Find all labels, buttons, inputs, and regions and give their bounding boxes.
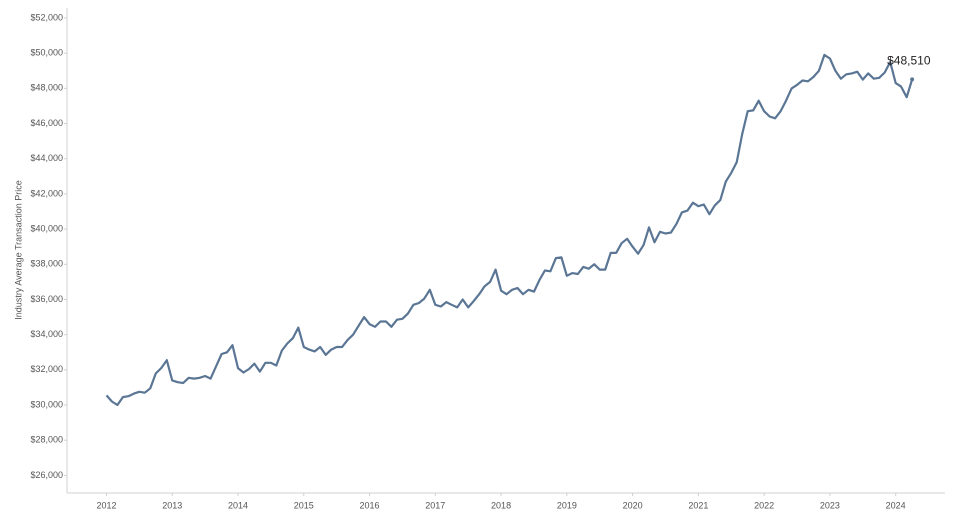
y-tick-label: $34,000 [30, 329, 63, 339]
x-tick-label: 2016 [360, 500, 380, 510]
y-tick-label: $50,000 [30, 48, 63, 58]
x-tick-label: 2022 [754, 500, 774, 510]
y-tick-label: $30,000 [30, 399, 63, 409]
x-tick-label: 2021 [688, 500, 708, 510]
y-tick-label: $48,000 [30, 83, 63, 93]
end-point [910, 77, 915, 82]
y-tick-label: $52,000 [30, 12, 63, 22]
y-tick-label: $38,000 [30, 259, 63, 269]
y-tick-label: $40,000 [30, 223, 63, 233]
x-tick-label: 2024 [886, 500, 906, 510]
y-tick-label: $42,000 [30, 188, 63, 198]
line [105, 53, 914, 407]
y-tick-label: $32,000 [30, 364, 63, 374]
x-tick-label: 2013 [162, 500, 182, 510]
y-tick-label: $44,000 [30, 153, 63, 163]
x-tick-label: 2012 [96, 500, 116, 510]
y-tick-label: $36,000 [30, 294, 63, 304]
x-tick-label: 2020 [623, 500, 643, 510]
x-tick-label: 2015 [294, 500, 314, 510]
x-tick-label: 2019 [557, 500, 577, 510]
x-tick-label: 2018 [491, 500, 511, 510]
y-tick-label: $28,000 [30, 435, 63, 445]
x-tick-label: 2023 [820, 500, 840, 510]
y-tick-label: $46,000 [30, 118, 63, 128]
y-tick-label: $26,000 [30, 470, 63, 480]
end-label: $48,510 [887, 54, 931, 68]
y-axis-title: Industry Average Transaction Price [13, 180, 23, 319]
x-tick-label: 2017 [425, 500, 445, 510]
x-tick-label: 2014 [228, 500, 248, 510]
